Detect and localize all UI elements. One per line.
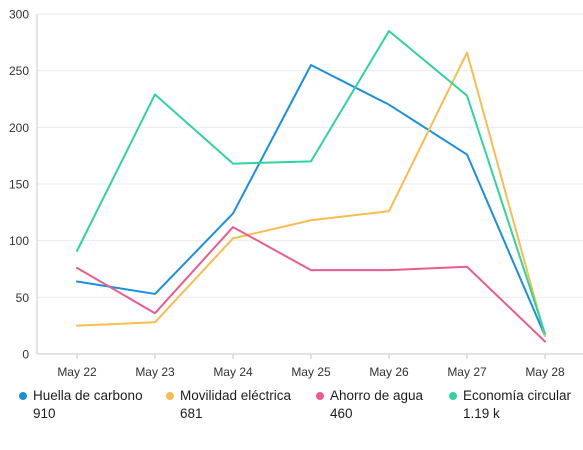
series-line-ahorro-de-agua (76, 226, 546, 343)
series-line-economia-circular (76, 30, 546, 335)
x-tick-label: May 28 (525, 365, 565, 379)
legend-label: Ahorro de agua (330, 388, 424, 403)
legend-item-economia-circular[interactable]: Economía circular 1.19 k (449, 388, 583, 421)
legend-item-header: Economía circular (449, 388, 583, 403)
x-tick-label: May 25 (291, 365, 331, 379)
y-tick-label: 300 (9, 8, 29, 22)
x-tick-label: May 26 (369, 365, 409, 379)
legend-marker-icon (316, 391, 324, 400)
y-tick-label: 100 (9, 234, 29, 248)
x-tick-label: May 23 (135, 365, 175, 379)
x-tick-label: May 27 (447, 365, 487, 379)
chart-legend: Huella de carbono 910 Movilidad eléctrica 6… (19, 388, 583, 421)
legend-total: 460 (330, 406, 353, 421)
y-tick-label: 150 (9, 178, 29, 192)
x-tick-label: May 22 (57, 365, 97, 379)
y-tick-label: 200 (9, 121, 29, 135)
chart-plot: 0 50 100 150 200 250 300 May 22 May 23 May 24 May … (9, 8, 583, 379)
legend-label: Movilidad eléctrica (180, 388, 292, 403)
legend-total: 910 (33, 406, 56, 421)
legend-item-header: Ahorro de agua (316, 388, 449, 403)
y-tick-label: 50 (16, 291, 30, 305)
legend-item-ahorro-de-agua[interactable]: Ahorro de agua 460 (316, 388, 449, 421)
series-line-huella-de-carbono (76, 64, 546, 337)
legend-marker-icon (166, 391, 174, 400)
legend-item-huella-de-carbono[interactable]: Huella de carbono 910 (19, 388, 166, 421)
y-tick-label: 250 (9, 64, 29, 78)
legend-item-movilidad-electrica[interactable]: Movilidad eléctrica 681 (166, 388, 316, 421)
legend-total: 681 (180, 406, 203, 421)
legend-marker-icon (449, 391, 457, 400)
legend-item-header: Huella de carbono (19, 388, 166, 403)
x-tick-label: May 24 (213, 365, 253, 379)
legend-label: Huella de carbono (33, 388, 143, 403)
legend-marker-icon (19, 391, 27, 400)
legend-total: 1.19 k (463, 406, 500, 421)
y-tick-label: 0 (22, 348, 29, 362)
legend-label: Economía circular (463, 388, 572, 403)
series-line-movilidad-electrica (76, 51, 546, 337)
legend-item-header: Movilidad eléctrica (166, 388, 316, 403)
